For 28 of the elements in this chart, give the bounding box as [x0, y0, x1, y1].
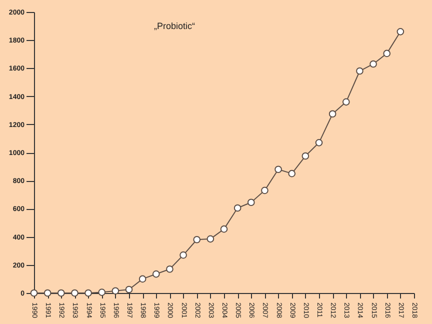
point [288, 170, 296, 178]
point [315, 139, 323, 146]
point [84, 289, 92, 297]
point [234, 204, 242, 212]
point [166, 265, 174, 273]
point [98, 288, 106, 296]
point [328, 110, 336, 118]
point [356, 67, 364, 75]
point [112, 287, 120, 295]
point [152, 270, 160, 278]
point [396, 28, 404, 36]
point [342, 98, 350, 106]
point [180, 251, 187, 259]
point [220, 225, 228, 233]
point [274, 166, 282, 174]
point [302, 152, 310, 160]
point [206, 235, 214, 243]
point [57, 289, 65, 297]
point [125, 286, 133, 294]
point [261, 186, 268, 194]
point [247, 198, 255, 206]
point [71, 289, 78, 297]
point [44, 289, 52, 297]
point [370, 60, 377, 68]
point [138, 275, 146, 283]
point [193, 236, 201, 244]
annotation: „Probiotic“ [154, 21, 196, 31]
point [383, 50, 391, 58]
